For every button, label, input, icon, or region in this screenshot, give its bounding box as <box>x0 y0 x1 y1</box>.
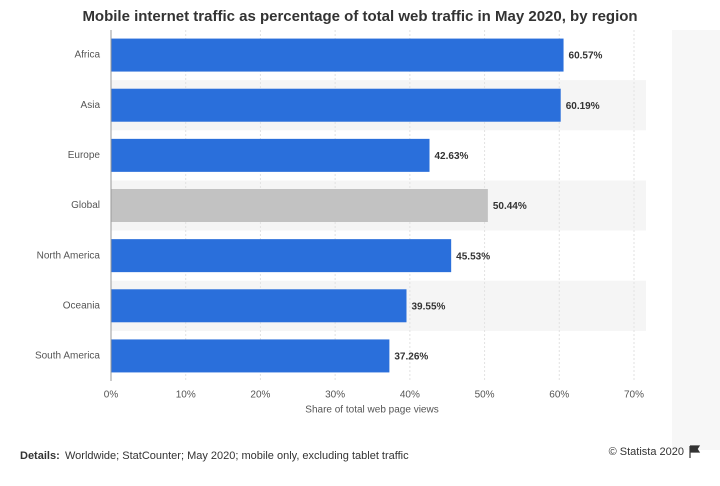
x-tick-label: 20% <box>250 390 270 401</box>
value-label: 60.57% <box>569 51 603 62</box>
bar <box>111 138 430 172</box>
bar <box>111 189 488 222</box>
bar <box>111 88 561 122</box>
x-tick-label: 10% <box>176 390 196 401</box>
value-label: 39.55% <box>411 301 445 312</box>
details: Worldwide; StatCounter; May 2020; mobile… <box>65 450 409 462</box>
x-tick-label: 30% <box>325 390 345 401</box>
chart-title: Mobile internet traffic as percentage of… <box>82 8 637 25</box>
y-tick-label: South America <box>35 351 100 362</box>
bar <box>111 38 564 72</box>
value-label: 50.44% <box>493 201 527 212</box>
bar <box>111 339 390 373</box>
x-tick-label: 70% <box>624 390 644 401</box>
y-tick-label: Asia <box>81 100 101 111</box>
flag-icon <box>689 445 701 458</box>
side-panel <box>672 30 720 450</box>
source: © Statista 2020 <box>609 446 684 458</box>
value-label: 37.26% <box>394 352 428 363</box>
y-tick-label: Africa <box>74 50 100 61</box>
y-tick-label: Europe <box>68 150 101 161</box>
x-tick-label: 60% <box>549 390 569 401</box>
x-axis-label: Share of total web page views <box>305 405 438 416</box>
y-tick-label: North America <box>37 250 101 261</box>
bar <box>111 289 407 323</box>
x-tick-label: 50% <box>475 390 495 401</box>
value-label: 60.19% <box>566 101 600 112</box>
details-label: Details: <box>20 450 60 462</box>
x-tick-label: 40% <box>400 390 420 401</box>
x-tick-label: 0% <box>104 390 119 401</box>
value-label: 45.53% <box>456 251 490 262</box>
value-label: 42.63% <box>435 151 469 162</box>
y-tick-label: Oceania <box>63 300 101 311</box>
y-tick-label: Global <box>71 200 100 211</box>
bar <box>111 239 452 273</box>
